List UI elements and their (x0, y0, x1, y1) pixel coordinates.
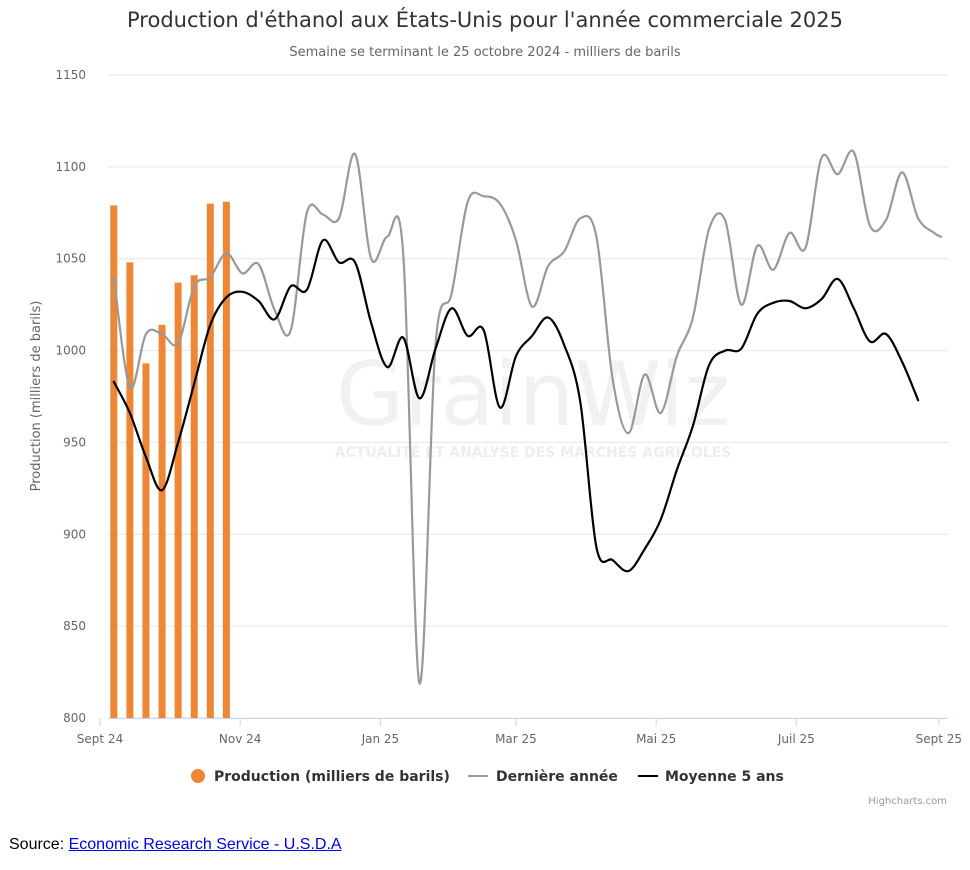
source-link[interactable]: Economic Research Service - U.S.D.A (68, 836, 342, 853)
ethanol-production-chart: Production d'éthanol aux États-Unis pour… (29, 7, 962, 807)
x-tick-label: Sept 24 (77, 732, 123, 746)
production-bar (222, 201, 230, 718)
x-axis-ticks: Sept 24 Nov 24 Jan 25 Mar 25 Mai 25 Juil 25 Se… (77, 718, 962, 746)
legend-label-moyenne-5-ans: Moyenne 5 ans (665, 769, 784, 785)
y-tick-label: 850 (63, 619, 86, 633)
y-tick-label: 1000 (55, 344, 86, 358)
x-tick-label: Mai 25 (636, 732, 676, 746)
watermark-tagline: ACTUALITÉ ET ANALYSE DES MARCHÉS AGRICOL… (335, 444, 732, 461)
x-tick-label: Nov 24 (219, 732, 262, 746)
y-axis-ticks: 800 850 900 950 1000 1050 1100 1150 (55, 68, 86, 725)
legend-item-moyenne-5-ans[interactable]: Moyenne 5 ans (638, 769, 784, 785)
legend: Production (milliers de barils) Dernière… (191, 769, 784, 785)
y-tick-label: 1050 (55, 252, 86, 266)
legend-label-derniere-annee: Dernière année (496, 769, 618, 785)
production-bar (190, 275, 198, 718)
production-bar (206, 203, 214, 719)
y-axis-title: Production (milliers de barils) (29, 301, 44, 492)
y-tick-label: 800 (63, 711, 86, 725)
y-tick-label: 1150 (55, 68, 86, 82)
y-tick-label: 1100 (55, 160, 86, 174)
legend-marker-production (191, 769, 205, 783)
y-gridlines (108, 74, 948, 719)
line-series (112, 149, 943, 685)
x-tick-label: Sept 25 (916, 732, 962, 746)
production-bar (142, 363, 150, 718)
production-bars (110, 201, 230, 719)
watermark-brand: GrainWiz (336, 343, 730, 446)
series-line-derniere-annee (112, 149, 943, 685)
legend-label-production: Production (milliers de barils) (214, 769, 450, 785)
series-line-moyenne-5-ans (112, 238, 920, 573)
legend-item-production[interactable]: Production (milliers de barils) (191, 769, 450, 785)
production-bar (110, 205, 118, 719)
production-bar (158, 324, 166, 718)
x-tick-label: Jan 25 (361, 732, 400, 746)
source-label: Source: (9, 836, 65, 853)
highcharts-credits[interactable]: Highcharts.com (868, 796, 947, 807)
x-tick-label: Juil 25 (777, 732, 815, 746)
legend-item-derniere-annee[interactable]: Dernière année (468, 769, 618, 785)
y-tick-label: 900 (63, 527, 86, 541)
source-line: Source: Economic Research Service - U.S.… (9, 836, 342, 854)
production-bar (126, 262, 134, 718)
production-bar (174, 282, 182, 718)
y-tick-label: 950 (63, 435, 86, 449)
x-tick-label: Mar 25 (495, 732, 537, 746)
chart-subtitle: Semaine se terminant le 25 octobre 2024 … (289, 45, 681, 60)
chart-title: Production d'éthanol aux États-Unis pour… (127, 7, 843, 32)
grainwiz-watermark: GrainWiz ACTUALITÉ ET ANALYSE DES MARCHÉ… (335, 343, 732, 461)
